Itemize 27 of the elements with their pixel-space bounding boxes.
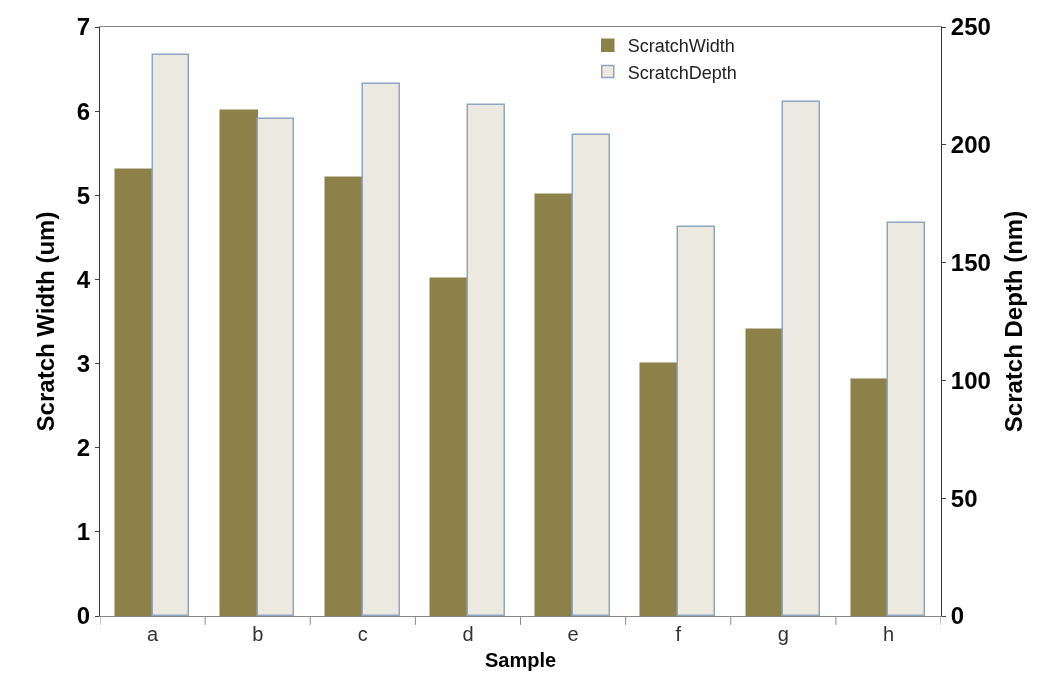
y2-tick-label: 150: [950, 249, 991, 276]
legend-label: ScratchDepth: [627, 62, 737, 83]
y2-tick-label: 200: [950, 131, 991, 159]
y2-tick-label: 250: [950, 13, 991, 41]
y-tick-label: 4: [76, 265, 91, 293]
y-tick-label: 1: [76, 518, 91, 546]
y2-axis-title: Scratch Depth (nm): [1000, 210, 1028, 433]
x-tick-label: e: [567, 623, 579, 645]
x-tick-label: h: [882, 623, 894, 645]
x-tick-label: c: [357, 623, 368, 645]
x-tick-label: f: [675, 623, 682, 645]
x-axis-title: Sample: [484, 648, 557, 671]
y-tick-label: 2: [76, 434, 91, 462]
y-tick-label: 3: [76, 349, 91, 377]
legend-label: ScratchWidth: [627, 36, 735, 57]
y2-tick-label: 0: [950, 602, 965, 630]
x-tick-label: b: [252, 623, 264, 645]
y-tick-label: 6: [76, 97, 91, 125]
y2-tick-label: 100: [950, 366, 991, 394]
x-tick-label: a: [147, 623, 159, 645]
y-tick-label: 0: [76, 602, 91, 630]
x-tick-label: d: [462, 623, 474, 645]
y2-tick-label: 50: [950, 484, 978, 512]
y-tick-label: 7: [76, 13, 91, 41]
y-axis-title: Scratch Width (um): [31, 211, 59, 432]
x-tick-label: g: [777, 623, 789, 645]
y-tick-label: 5: [76, 181, 91, 209]
